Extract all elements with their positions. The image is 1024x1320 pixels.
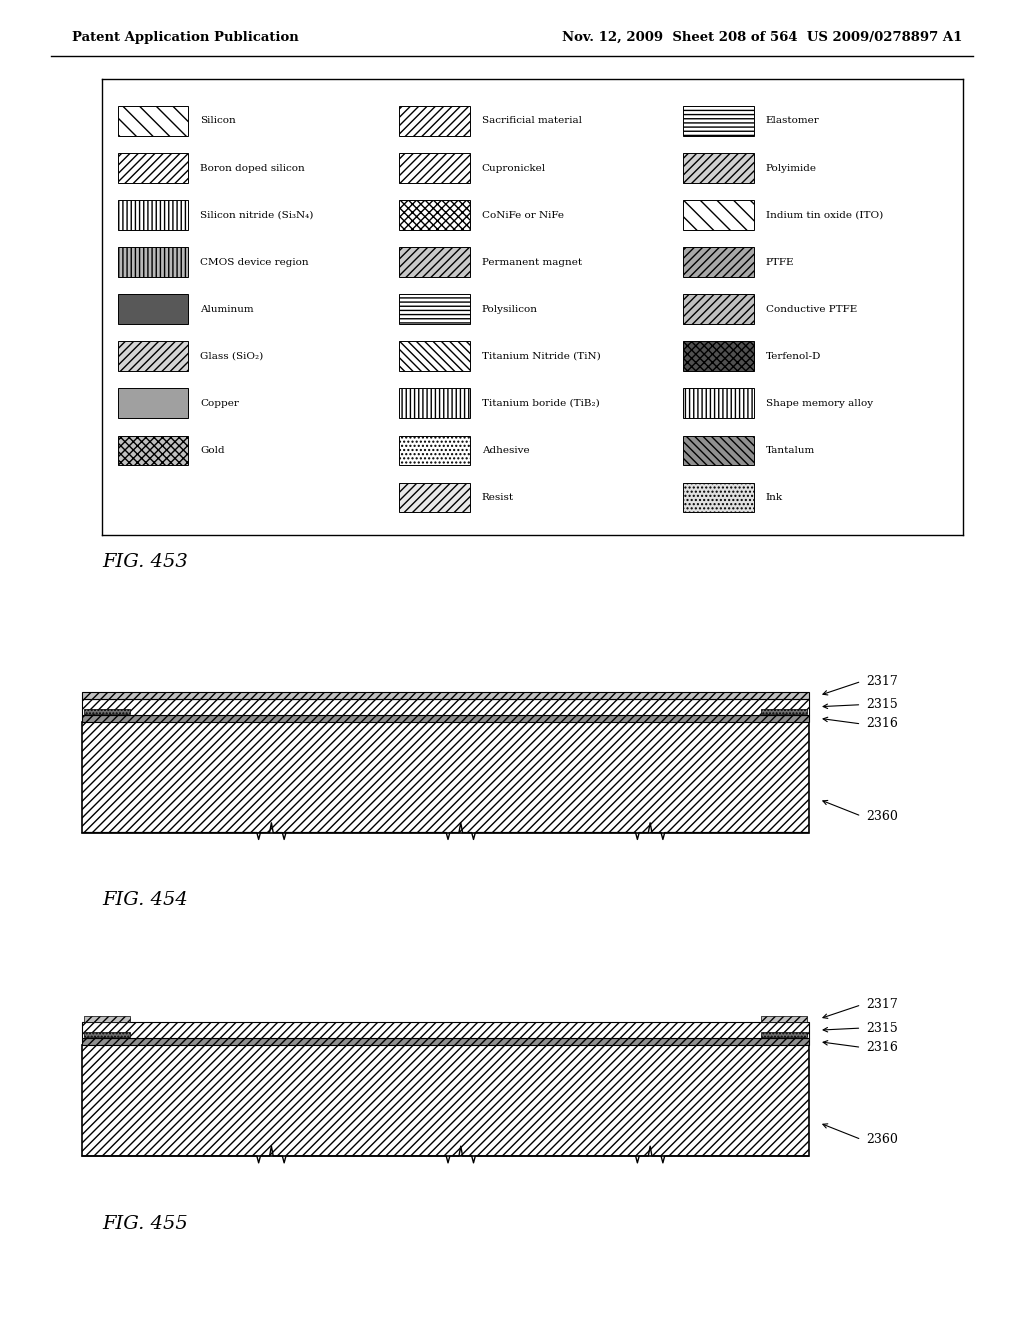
Text: CMOS device region: CMOS device region: [201, 257, 309, 267]
Text: Boron doped silicon: Boron doped silicon: [201, 164, 305, 173]
Text: Glass (SiO₂): Glass (SiO₂): [201, 351, 264, 360]
Bar: [399, 294, 470, 323]
Text: Titanium boride (TiB₂): Titanium boride (TiB₂): [481, 399, 599, 408]
Text: FIG. 453: FIG. 453: [102, 553, 188, 572]
Text: Ink: Ink: [766, 492, 782, 502]
Bar: [683, 388, 754, 418]
Bar: [683, 436, 754, 465]
Text: Tantalum: Tantalum: [766, 446, 815, 455]
Text: 2317: 2317: [866, 998, 898, 1011]
Text: 2360: 2360: [866, 1133, 898, 1146]
Bar: [82, 692, 809, 698]
Bar: [399, 388, 470, 418]
Text: Terfenol-D: Terfenol-D: [766, 351, 821, 360]
Bar: [399, 342, 470, 371]
Bar: [683, 483, 754, 512]
Bar: [399, 483, 470, 512]
Bar: [683, 153, 754, 182]
Text: PTFE: PTFE: [766, 257, 794, 267]
Bar: [118, 294, 188, 323]
Text: 2316: 2316: [866, 718, 898, 730]
Bar: [683, 106, 754, 136]
Text: 2360: 2360: [866, 809, 898, 822]
Text: Nov. 12, 2009  Sheet 208 of 564  US 2009/0278897 A1: Nov. 12, 2009 Sheet 208 of 564 US 2009/0…: [562, 32, 963, 45]
Text: FIG. 454: FIG. 454: [102, 891, 188, 909]
Bar: [683, 342, 754, 371]
Bar: [683, 247, 754, 277]
Bar: [399, 201, 470, 230]
Bar: [118, 436, 188, 465]
Bar: [84, 1015, 130, 1022]
Text: Indium tin oxide (ITO): Indium tin oxide (ITO): [766, 211, 883, 219]
Text: 2315: 2315: [866, 698, 898, 711]
Bar: [399, 247, 470, 277]
Bar: [82, 1038, 809, 1045]
Bar: [683, 294, 754, 323]
Bar: [82, 722, 809, 833]
Text: Patent Application Publication: Patent Application Publication: [72, 32, 298, 45]
Text: Shape memory alloy: Shape memory alloy: [766, 399, 872, 408]
Bar: [683, 201, 754, 230]
Text: Elastomer: Elastomer: [766, 116, 819, 125]
Bar: [118, 106, 188, 136]
Bar: [761, 709, 807, 714]
Text: Gold: Gold: [201, 446, 225, 455]
Text: Titanium Nitride (TiN): Titanium Nitride (TiN): [481, 351, 600, 360]
Text: Polysilicon: Polysilicon: [481, 305, 538, 314]
Bar: [118, 201, 188, 230]
Bar: [118, 153, 188, 182]
Text: Adhesive: Adhesive: [481, 446, 529, 455]
Text: 2317: 2317: [866, 675, 898, 688]
Text: Permanent magnet: Permanent magnet: [481, 257, 582, 267]
Bar: [399, 153, 470, 182]
Text: Cupronickel: Cupronickel: [481, 164, 546, 173]
Text: Silicon: Silicon: [201, 116, 237, 125]
Bar: [118, 247, 188, 277]
Text: 2316: 2316: [866, 1041, 898, 1053]
Text: 2315: 2315: [866, 1022, 898, 1035]
Bar: [84, 1032, 130, 1038]
Bar: [82, 698, 809, 714]
Text: Silicon nitride (Si₃N₄): Silicon nitride (Si₃N₄): [201, 211, 313, 219]
Text: Sacrificial material: Sacrificial material: [481, 116, 582, 125]
Bar: [82, 1045, 809, 1156]
Bar: [118, 342, 188, 371]
Bar: [82, 714, 809, 722]
Bar: [84, 709, 130, 714]
Text: Aluminum: Aluminum: [201, 305, 254, 314]
Text: Copper: Copper: [201, 399, 240, 408]
Bar: [399, 436, 470, 465]
Text: FIG. 455: FIG. 455: [102, 1214, 188, 1233]
Bar: [118, 388, 188, 418]
Bar: [399, 106, 470, 136]
Text: CoNiFe or NiFe: CoNiFe or NiFe: [481, 211, 564, 219]
Bar: [82, 1022, 809, 1038]
Text: Polyimide: Polyimide: [766, 164, 816, 173]
Text: Conductive PTFE: Conductive PTFE: [766, 305, 857, 314]
Text: Resist: Resist: [481, 492, 514, 502]
Bar: [761, 1015, 807, 1022]
Bar: [761, 1032, 807, 1038]
